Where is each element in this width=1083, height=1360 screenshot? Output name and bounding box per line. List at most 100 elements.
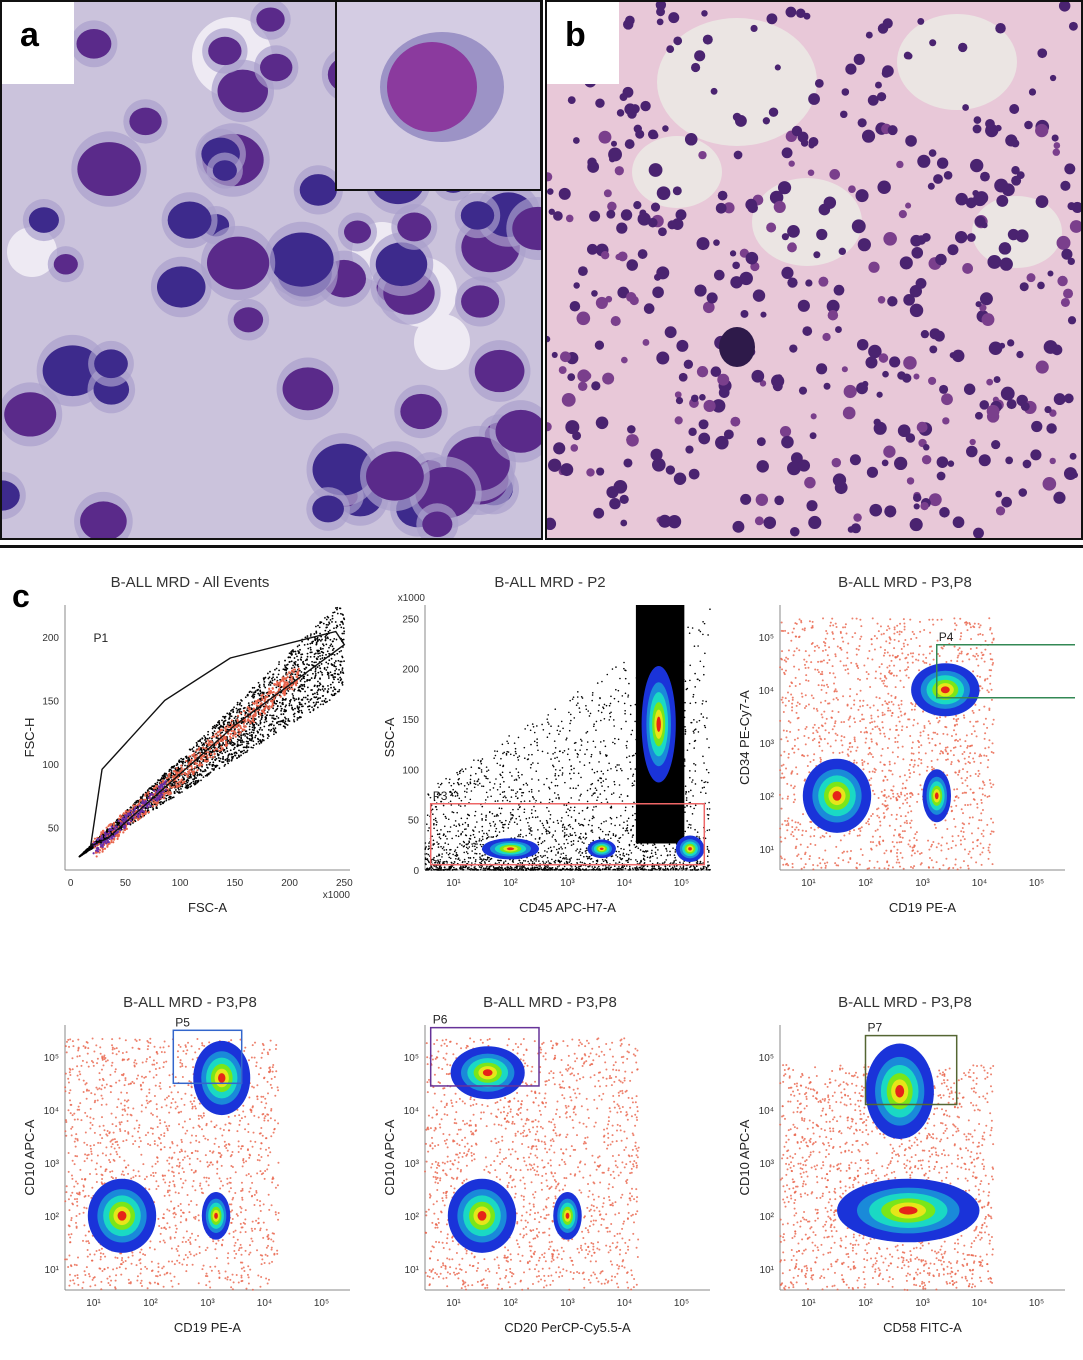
event-dot (554, 774, 556, 777)
event-dot (332, 694, 335, 697)
hematopoietic-cell (796, 8, 806, 18)
gated-event-dot (129, 809, 132, 812)
event-dot (250, 735, 253, 738)
event-dot (245, 732, 248, 735)
hematopoietic-cell (882, 370, 889, 378)
event-dot (318, 664, 321, 667)
gated-event-dot (251, 718, 255, 721)
event-dot (232, 737, 234, 740)
event-dot (259, 739, 261, 742)
event-dot (152, 807, 155, 810)
event-dot (318, 649, 321, 652)
event-dot (234, 754, 237, 757)
event-dot (509, 753, 512, 756)
hematopoietic-cell (1011, 139, 1020, 148)
panel-a-label-box: a (2, 2, 74, 84)
gated-event-dot (207, 739, 210, 742)
hematopoietic-cell (798, 386, 808, 395)
event-dot (623, 821, 625, 824)
event-dot (448, 856, 451, 859)
event-dot (530, 763, 533, 766)
hematopoietic-cell (851, 219, 866, 234)
hematopoietic-cell (809, 432, 817, 440)
hematopoietic-cell (935, 253, 947, 266)
y-tick-label: 200 (42, 633, 59, 644)
event-dot (253, 729, 255, 732)
event-dot (342, 623, 345, 625)
event-dot (496, 788, 499, 791)
gated-event-dot (175, 767, 178, 770)
hematopoietic-cell (740, 309, 749, 318)
event-dot (572, 843, 575, 845)
hematopoietic-cell (939, 384, 949, 394)
gated-event-dot (186, 775, 189, 778)
event-dot (325, 623, 328, 626)
event-dot (480, 769, 483, 771)
hematopoietic-cell (1015, 229, 1029, 243)
event-dot (286, 663, 289, 666)
hematopoietic-cell (621, 356, 628, 364)
hematopoietic-cell (899, 256, 913, 270)
event-dot (467, 823, 469, 826)
hematopoietic-cell (958, 42, 968, 53)
gated-event-dot (113, 826, 116, 829)
event-dot (188, 777, 191, 779)
hematopoietic-cell (666, 45, 675, 54)
event-dot (247, 721, 250, 724)
gated-event-dot (244, 714, 247, 717)
event-dot (261, 729, 263, 731)
event-dot (495, 827, 498, 830)
gated-event-dot (190, 767, 194, 770)
event-dot (575, 704, 578, 706)
event-dot (168, 798, 170, 801)
event-dot (589, 858, 592, 860)
event-dot (268, 676, 271, 679)
gated-event-dot (257, 709, 260, 712)
hematopoietic-cell (684, 132, 698, 146)
event-dot (309, 699, 312, 701)
gated-event-dot (291, 678, 294, 681)
x-tick-label: 100 (172, 878, 189, 889)
event-dot (306, 686, 309, 689)
event-dot (214, 756, 216, 758)
event-dot (226, 750, 229, 753)
event-dot (602, 706, 604, 708)
event-dot (273, 724, 275, 727)
cell-nucleus (77, 142, 141, 197)
event-dot (239, 744, 242, 747)
event-dot (338, 681, 340, 684)
plot-area (78, 606, 346, 858)
event-dot (316, 698, 319, 701)
x-tick-label: 50 (120, 878, 132, 889)
event-dot (691, 781, 693, 783)
event-dot (608, 719, 611, 721)
event-dot (623, 855, 626, 857)
event-dot (625, 744, 628, 747)
event-dot (273, 730, 275, 733)
event-dot (316, 685, 319, 688)
cell-nucleus (259, 53, 293, 82)
event-dot (524, 860, 527, 862)
event-dot (612, 719, 615, 721)
hematopoietic-cell (979, 400, 990, 410)
hematopoietic-cell (623, 458, 633, 468)
hematopoietic-cell (905, 135, 917, 147)
hematopoietic-cell (589, 210, 601, 222)
event-dot (238, 735, 241, 738)
event-dot (316, 666, 319, 668)
event-dot (228, 753, 231, 755)
event-dot (333, 664, 335, 667)
event-dot (235, 707, 238, 710)
megakaryocyte (719, 327, 755, 367)
event-dot (276, 721, 278, 724)
event-dot (627, 696, 629, 698)
gated-event-dot (118, 831, 121, 834)
gated-event-dot (242, 709, 246, 712)
event-dot (570, 765, 572, 767)
event-dot (265, 717, 268, 720)
event-dot (162, 774, 165, 777)
event-dot (315, 696, 318, 699)
y-tick-label: 50 (48, 824, 60, 835)
event-dot (254, 736, 257, 739)
gated-event-dot (149, 804, 152, 808)
